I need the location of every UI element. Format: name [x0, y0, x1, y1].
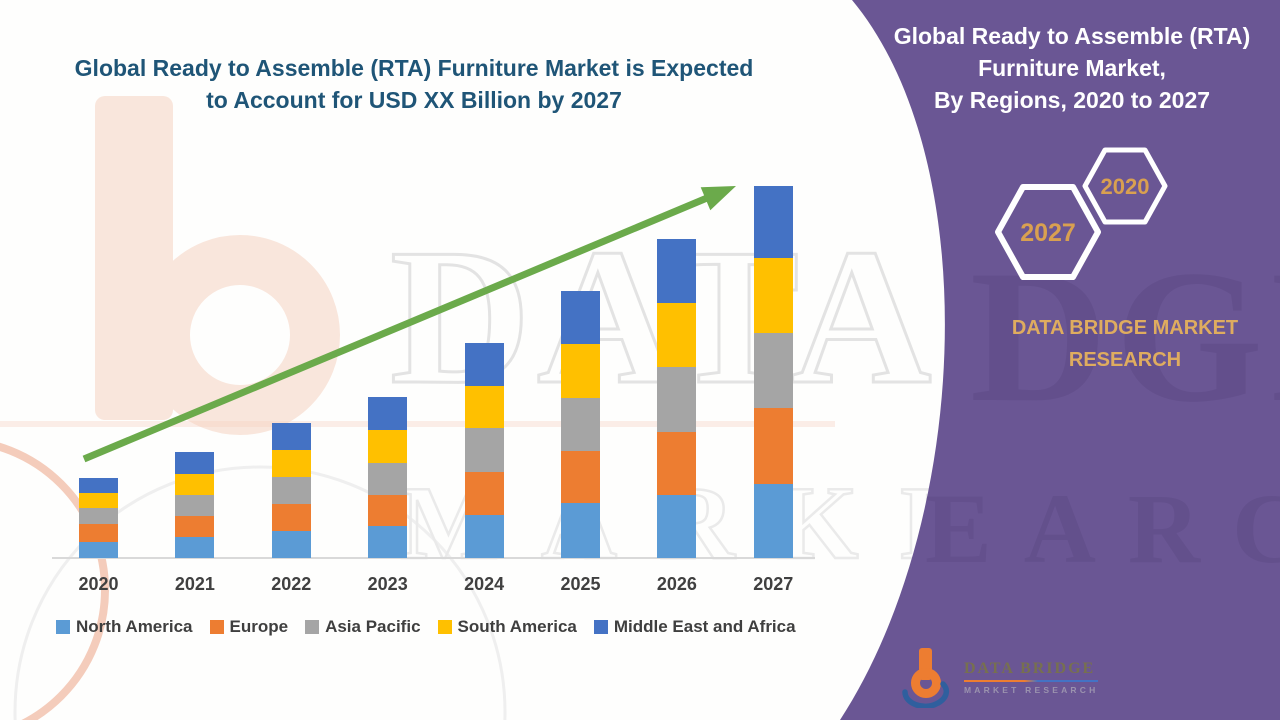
bar-segment-south-america-2020 — [79, 493, 118, 508]
bar-segment-north-america-2026 — [657, 495, 697, 558]
bar-segment-asia-pacific-2027 — [753, 333, 793, 408]
logo-text-block: DATA BRIDGE MARKET RESEARCH — [964, 659, 1099, 695]
bar-segment-europe-2024 — [464, 472, 504, 515]
x-axis-label-2022: 2022 — [271, 574, 312, 594]
legend-label-south-america: South America — [457, 617, 577, 636]
bar-segment-south-america-2026 — [657, 303, 697, 367]
bar-segment-asia-pacific-2020 — [79, 508, 118, 524]
legend-swatch-north-america — [56, 620, 70, 634]
panel-background-shape — [840, 0, 1280, 720]
chart-title-line2: to Account for USD XX Billion by 2027 — [206, 87, 622, 113]
bar-segment-north-america-2024 — [464, 515, 504, 558]
panel-brand-line1: DATA BRIDGE MARKET — [1012, 317, 1238, 339]
bar-segment-middle-east-and-africa-2023 — [368, 397, 408, 430]
bar-segment-south-america-2022 — [271, 450, 311, 477]
hexagon-badge-2027: 2027 — [995, 184, 1101, 280]
bar-segment-asia-pacific-2023 — [368, 463, 408, 495]
legend-item-south-america: South America — [437, 617, 577, 637]
panel-title-line2: Furniture Market, — [978, 55, 1166, 81]
logo-sub-text: MARKET RESEARCH — [964, 684, 1099, 695]
bar-segment-south-america-2021 — [175, 474, 215, 495]
x-axis-label-2027: 2027 — [753, 574, 794, 594]
bar-segment-europe-2027 — [753, 408, 793, 484]
bar-segment-asia-pacific-2025 — [561, 398, 600, 451]
legend-label-europe: Europe — [229, 617, 289, 636]
purple-side-panel: DGE EARCH Global Ready to Assemble (RTA)… — [840, 0, 1280, 720]
logo-brand-text: DATA BRIDGE — [964, 659, 1096, 677]
legend-item-asia-pacific: Asia Pacific — [305, 617, 421, 637]
hexagon-2027-label: 2027 — [1020, 219, 1076, 247]
bar-segment-asia-pacific-2026 — [657, 367, 697, 432]
legend-swatch-south-america — [437, 620, 452, 634]
bar-segment-europe-2020 — [79, 524, 118, 542]
legend-item-middle-east-and-africa: Middle East and Africa — [593, 617, 796, 637]
bar-segment-middle-east-and-africa-2024 — [464, 343, 504, 386]
x-axis-line — [52, 557, 815, 559]
bar-segment-middle-east-and-africa-2022 — [271, 423, 311, 450]
panel-watermark-row2: EARCH — [925, 473, 1280, 584]
bar-segment-north-america-2027 — [753, 484, 793, 558]
watermark-red-arc — [0, 442, 109, 720]
bar-segment-north-america-2020 — [79, 542, 118, 558]
bar-segment-asia-pacific-2021 — [175, 495, 215, 516]
data-bridge-logo-icon — [902, 648, 950, 708]
bar-segment-middle-east-and-africa-2021 — [175, 452, 215, 474]
bar-segment-south-america-2024 — [464, 386, 504, 428]
hexagon-2020-outline-icon — [1082, 147, 1168, 225]
bar-segment-south-america-2027 — [753, 258, 793, 333]
legend-label-north-america: North America — [76, 617, 193, 636]
legend-swatch-middle-east-and-africa — [593, 620, 608, 634]
legend-swatch-europe — [209, 620, 224, 634]
bar-segment-south-america-2023 — [368, 430, 408, 463]
x-axis-label-2021: 2021 — [174, 574, 215, 594]
bar-segment-asia-pacific-2024 — [464, 428, 504, 472]
logo-divider — [964, 679, 1099, 682]
bar-segment-north-america-2025 — [561, 503, 600, 558]
panel-title-line1: Global Ready to Assemble (RTA) — [894, 23, 1251, 49]
bar-segment-europe-2021 — [175, 516, 215, 537]
logo-b-ring — [911, 668, 941, 698]
legend-item-north-america: North America — [56, 617, 193, 637]
legend-label-asia-pacific: Asia Pacific — [325, 617, 421, 636]
chart-title: Global Ready to Assemble (RTA) Furniture… — [0, 52, 828, 116]
x-axis-label-2023: 2023 — [367, 574, 408, 594]
hexagon-2020-label: 2020 — [1101, 174, 1150, 199]
bar-segment-north-america-2021 — [175, 537, 215, 558]
bar-segment-south-america-2025 — [561, 344, 600, 398]
x-axis-label-2026: 2026 — [656, 574, 697, 594]
bar-segment-middle-east-and-africa-2020 — [79, 478, 118, 493]
bar-segment-europe-2026 — [657, 432, 697, 495]
panel-brand-line2: RESEARCH — [1069, 349, 1181, 371]
bar-segment-north-america-2023 — [368, 526, 408, 558]
bar-segment-europe-2023 — [368, 495, 408, 526]
legend-item-europe: Europe — [209, 617, 289, 637]
legend-label-middle-east-and-africa: Middle East and Africa — [613, 617, 796, 636]
legend-swatch-asia-pacific — [305, 620, 320, 634]
bar-segment-middle-east-and-africa-2025 — [561, 291, 600, 344]
bar-segment-middle-east-and-africa-2027 — [753, 186, 793, 258]
panel-title-line3: By Regions, 2020 to 2027 — [934, 87, 1210, 113]
x-axis-label-2025: 2025 — [560, 574, 601, 594]
data-bridge-logo: DATA BRIDGE MARKET RESEARCH — [902, 646, 1099, 708]
bar-segment-middle-east-and-africa-2026 — [657, 239, 697, 303]
panel-watermark-row1: DGE — [970, 232, 1280, 442]
chart-title-line1: Global Ready to Assemble (RTA) Furniture… — [74, 55, 754, 81]
watermark-gray-circle — [13, 465, 507, 720]
logo-blue-swoosh — [902, 681, 950, 708]
hexagon-2027-outline-icon — [995, 184, 1101, 280]
x-axis-label-2020: 2020 — [78, 574, 119, 594]
bar-segment-europe-2022 — [271, 504, 311, 531]
bar-segment-north-america-2022 — [271, 531, 311, 558]
bar-segment-asia-pacific-2022 — [271, 477, 311, 504]
hexagon-badge-2020: 2020 — [1082, 147, 1168, 225]
bar-segment-europe-2025 — [561, 451, 600, 503]
x-axis-label-2024: 2024 — [464, 574, 505, 594]
chart-legend: North America Europe Asia Pacific South Ame… — [56, 617, 796, 637]
